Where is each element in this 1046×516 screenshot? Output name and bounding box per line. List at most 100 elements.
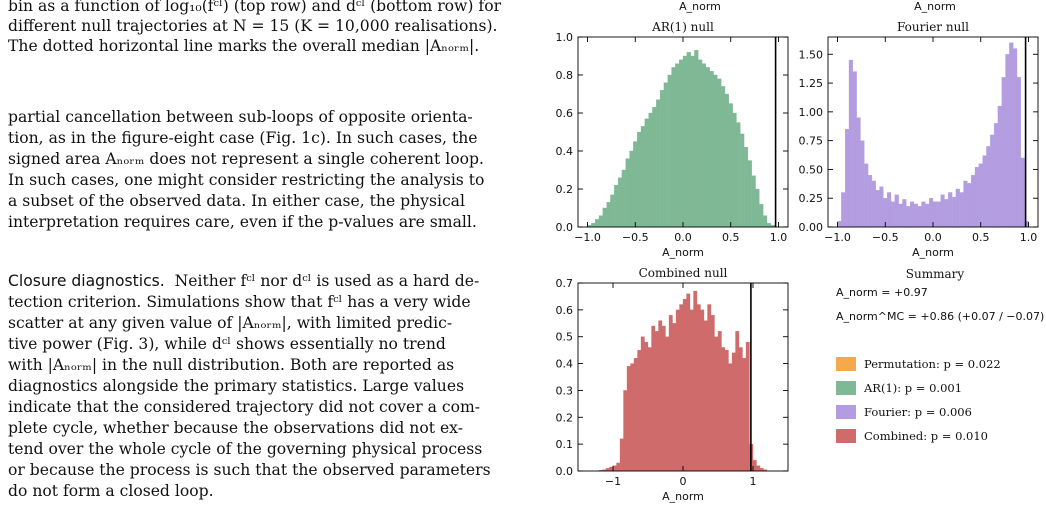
y-tick-label: 0.8	[556, 69, 574, 82]
histogram-bar	[738, 347, 743, 472]
histogram-bar	[751, 175, 756, 228]
body-paragraph-line: diagnostics alongside the primary statis…	[8, 377, 465, 395]
x-axis-label: A_norm	[912, 246, 954, 259]
histogram-bar	[647, 347, 652, 472]
x-tick-label: 1.0	[1020, 231, 1038, 244]
histogram-bar	[654, 331, 659, 472]
histogram-bar	[871, 180, 876, 228]
histogram-bar	[766, 223, 771, 228]
histogram-bar	[686, 293, 691, 472]
histogram-bar	[663, 82, 668, 228]
histogram-bar	[701, 63, 707, 228]
histogram-bar	[1005, 54, 1010, 228]
histogram-bar	[679, 59, 684, 228]
histogram-bar	[841, 192, 846, 228]
panel-title: Fourier null	[897, 20, 969, 34]
y-tick-label: 1.25	[799, 77, 824, 90]
body-paragraph-line: plete cycle, whether because the observa…	[8, 419, 463, 437]
y-tick-label: 0.6	[556, 304, 574, 317]
body-paragraph-line: tend over the whole cycle of the governi…	[8, 440, 483, 458]
histogram-bar	[845, 128, 850, 228]
histogram-bar	[591, 223, 596, 228]
x-tick-label: 1.0	[770, 231, 788, 244]
histogram-bar	[763, 215, 768, 228]
histogram-bar	[902, 199, 907, 228]
panel-fourier-null: −1.0 −0.5 0.0 0.5 1.0 0.00 0.25 0.50 0.75 1.00 1.2…	[799, 20, 1039, 259]
histogram-bar	[1016, 77, 1021, 228]
y-tick-label: 0.25	[799, 192, 824, 205]
histogram-bar	[633, 358, 638, 472]
histogram-bar	[967, 183, 972, 228]
y-tick-label: 0.1	[556, 438, 574, 451]
histogram-bar	[728, 103, 733, 228]
histogram-bar	[686, 52, 691, 228]
histogram-bar	[986, 146, 991, 228]
histogram-bar	[1013, 48, 1018, 228]
histogram-bar	[944, 199, 949, 228]
y-tick-label: 0.3	[556, 384, 574, 397]
histogram-bar	[652, 107, 657, 228]
body-text: Neither fᶜˡ nor dᶜˡ is used as a hard de…	[174, 272, 480, 290]
histogram-bar	[713, 74, 718, 228]
x-tick-label: −0.5	[872, 231, 899, 244]
histogram-bar	[743, 147, 749, 228]
histogram-bar	[661, 325, 666, 472]
summary-a-mc: A_norm^MC = +0.86 (+0.07 / −0.07)	[836, 310, 1044, 323]
histogram-bar	[887, 192, 892, 228]
y-tick-label: 0.5	[556, 331, 574, 344]
histogram-bar	[848, 59, 853, 228]
y-tick-label: 0.75	[799, 135, 824, 148]
histogram-bar	[651, 325, 656, 472]
histogram-bar	[621, 169, 626, 228]
histogram-bar	[665, 336, 670, 472]
body-paragraph-line: do not form a closed loop.	[8, 482, 214, 500]
histogram-bar	[623, 390, 628, 472]
histogram-bar	[668, 315, 673, 472]
body-paragraph-line: tion, as in the figure-eight case (Fig. …	[8, 129, 478, 147]
x-tick-label: 0	[680, 475, 687, 488]
x-tick-label: 0.0	[924, 231, 942, 244]
histogram-bar	[925, 203, 930, 228]
panel-combined-null: −1 0 1 0.0 0.1 0.2 0.3 0.4 0.5 0.6 0.7 Combined nul…	[556, 266, 789, 503]
y-tick-label: 0.00	[799, 221, 824, 234]
histogram-bar	[921, 201, 926, 228]
histogram-bar	[602, 207, 607, 228]
histogram-bar	[630, 363, 635, 472]
body-paragraph-line: Closure diagnostics. Neither fᶜˡ nor dᶜˡ…	[8, 271, 479, 292]
histogram-bar	[675, 63, 680, 228]
x-tick-label: 0.5	[972, 231, 990, 244]
histogram-bar	[890, 201, 895, 228]
legend-swatch	[836, 381, 856, 395]
legend-swatch	[836, 405, 856, 419]
caption-line-3: The dotted horizontal line marks the ove…	[8, 37, 480, 55]
histogram-bar	[948, 192, 953, 228]
body-paragraph-line: In such cases, one might consider restri…	[8, 171, 485, 189]
histogram-bar	[693, 290, 698, 472]
histogram-bar	[959, 192, 964, 228]
histogram-bar	[993, 123, 999, 228]
legend: Permutation: p = 0.022 AR(1): p = 0.001 Fo…	[836, 357, 1001, 443]
panel-summary: Summary A_norm = +0.97 A_norm^MC = +0.86…	[836, 267, 1044, 443]
y-tick-label: 1.50	[799, 48, 824, 61]
histogram-bar	[736, 122, 741, 228]
x-tick-label: −0.5	[622, 231, 649, 244]
histogram-bar	[679, 304, 684, 472]
histogram-bar	[671, 67, 676, 228]
histogram-bar	[637, 131, 642, 228]
y-tick-label: 0.4	[556, 145, 574, 158]
body-paragraph-line: indicate that the considered trajectory …	[8, 398, 481, 416]
histogram-bar	[698, 59, 703, 228]
histogram-bar	[724, 349, 729, 472]
histogram-bar	[629, 150, 634, 228]
top-cut-xlabel-right: A_norm	[914, 0, 956, 13]
histogram-bar	[672, 323, 677, 472]
body-paragraph-line: signed area Aₙₒᵣₘ does not represent a s…	[8, 150, 484, 168]
histogram-bar	[932, 201, 937, 228]
x-tick-label: −1.0	[574, 231, 601, 244]
histogram-bar	[875, 190, 880, 228]
histogram-bar	[626, 366, 631, 472]
body-paragraph-line: tection criterion. Simulations show that…	[8, 293, 471, 311]
histogram-bar	[951, 196, 957, 228]
legend-label: Permutation: p = 0.022	[864, 357, 1001, 371]
